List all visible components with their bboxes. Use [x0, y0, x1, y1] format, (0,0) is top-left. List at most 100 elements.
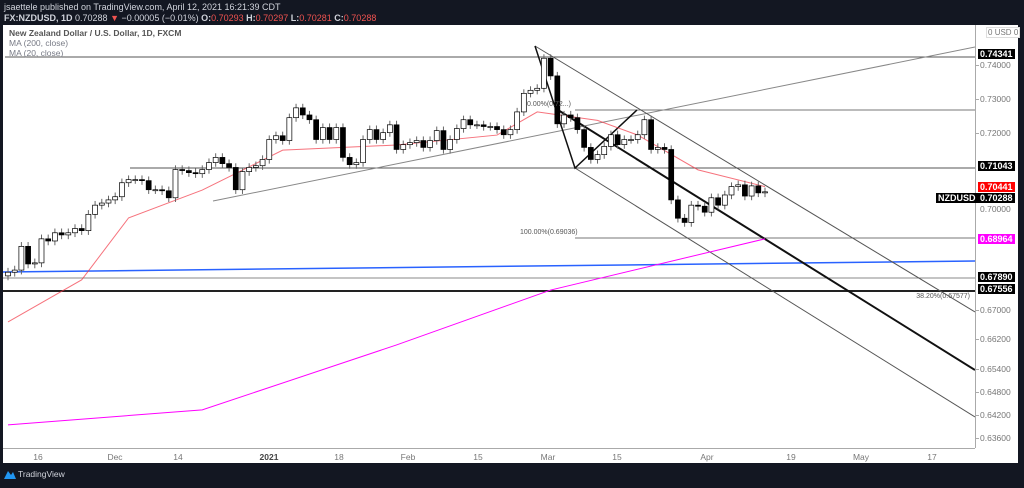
price-axis[interactable]: 0 USD 0 0.74000 0.73000 0.72000 0.70000 0.67… — [936, 25, 1021, 448]
candle — [333, 123, 340, 144]
candle — [31, 258, 38, 269]
high-value: 0.70297 — [255, 13, 289, 23]
time-axis[interactable]: 16 Dec 14 2021 18 Feb 15 Mar 15 Apr 19 May 17 — [3, 448, 975, 464]
last-price: 0.70288 — [75, 13, 108, 23]
candle — [145, 176, 152, 194]
candle-body — [413, 140, 420, 143]
price-chart[interactable] — [3, 25, 975, 448]
price-tick — [976, 391, 979, 393]
candle-body — [246, 167, 253, 172]
tradingview-logo[interactable]: TradingView — [4, 469, 65, 479]
candle — [246, 163, 253, 176]
time-tick-label: 18 — [334, 452, 344, 462]
candle — [467, 115, 474, 129]
candle-body — [152, 189, 159, 192]
candle-body — [608, 134, 614, 147]
price-tick — [976, 65, 979, 67]
time-tick-label: 19 — [786, 452, 796, 462]
channel-lower[interactable] — [574, 167, 975, 418]
candle-body — [541, 57, 547, 89]
channel-middle[interactable] — [557, 109, 975, 371]
candle-body — [661, 147, 668, 150]
candle — [266, 135, 273, 164]
legend-ma200[interactable]: MA (200, close) — [9, 38, 69, 48]
channel-upper[interactable] — [534, 45, 975, 313]
candle — [78, 224, 85, 235]
candle — [186, 166, 192, 177]
candle — [346, 153, 353, 169]
candle-body — [226, 163, 232, 168]
candle — [621, 135, 628, 149]
publish-info: jsaettele published on TradingView.com, … — [4, 2, 281, 12]
candle-body — [514, 111, 520, 130]
candle — [500, 125, 507, 139]
candle-body — [199, 169, 206, 175]
candle-body — [654, 147, 661, 150]
time-tick-label: Dec — [107, 452, 123, 462]
blue-trendline[interactable] — [3, 260, 975, 273]
candle — [494, 122, 500, 134]
chart-frame[interactable]: New Zealand Dollar / U.S. Dollar, 1D, FX… — [3, 25, 1021, 464]
candle — [139, 175, 145, 185]
candle — [427, 136, 433, 152]
candle — [386, 120, 393, 137]
candle-body — [373, 129, 380, 140]
time-tick-label: Apr — [700, 452, 714, 462]
candle — [125, 175, 132, 187]
candle-body — [92, 204, 98, 215]
candle-body — [98, 202, 105, 206]
tradingview-logo-icon — [4, 471, 16, 479]
candle — [119, 178, 125, 201]
abcd-pattern[interactable] — [534, 45, 638, 170]
candle — [728, 182, 735, 200]
fib-382-label: 38.20%(0.67577) — [916, 293, 970, 300]
candle-body — [279, 135, 286, 141]
candle-body — [675, 199, 681, 219]
candle-body — [474, 124, 480, 127]
currency-button[interactable]: 0 USD 0 — [986, 27, 1021, 38]
price-tick-label: 0.70000 — [980, 203, 1011, 214]
candle-body — [688, 204, 695, 223]
price-tick — [976, 369, 979, 371]
drawings — [3, 45, 975, 418]
candle-body — [18, 245, 25, 271]
candle — [487, 122, 494, 131]
candle — [159, 185, 165, 195]
legend-ma20[interactable]: MA (20, close) — [9, 48, 64, 58]
candle-body — [360, 139, 366, 163]
time-tick-label: 17 — [927, 452, 937, 462]
currency-label: USD — [994, 28, 1012, 37]
candle-body — [266, 139, 273, 160]
candle — [420, 136, 427, 152]
candle — [453, 124, 460, 144]
time-tick-label: Feb — [400, 452, 416, 462]
candle — [38, 234, 45, 268]
rising-trendline[interactable] — [212, 46, 975, 202]
candle — [661, 143, 668, 154]
ma20-line[interactable] — [7, 111, 766, 323]
candle — [72, 224, 78, 238]
candle — [474, 120, 480, 129]
candle-body — [125, 179, 132, 184]
candle — [92, 200, 98, 219]
price-tag: 0.74341 — [978, 48, 1015, 59]
candle-body — [487, 126, 494, 128]
candle-body — [701, 205, 708, 213]
ma200-line[interactable] — [7, 238, 766, 426]
candle-body — [507, 129, 514, 136]
candle-body — [85, 213, 92, 231]
candle-body — [520, 92, 527, 113]
candle — [634, 130, 641, 144]
candle — [762, 187, 768, 198]
price-tag: 0.71043 — [978, 160, 1015, 171]
candle — [594, 150, 601, 164]
candle — [313, 115, 320, 144]
candle-body — [38, 238, 45, 264]
candle — [306, 110, 313, 124]
candle — [755, 181, 762, 198]
time-tick-label: 14 — [173, 452, 183, 462]
candle — [601, 142, 608, 159]
candle — [45, 234, 52, 246]
candle-body — [440, 130, 447, 150]
candle-body — [534, 87, 541, 91]
